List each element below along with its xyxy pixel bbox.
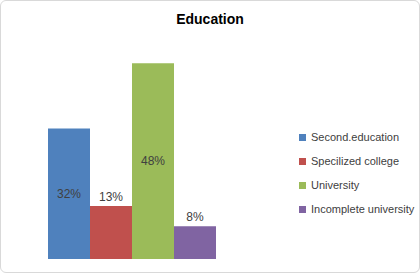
html-text:Education: Education	[176, 11, 244, 27]
svg-text:48%: 48%	[141, 154, 165, 168]
html-text:University: University	[311, 179, 360, 191]
svg-text:8%: 8%	[186, 210, 204, 224]
html-text:Second.education: Second.education	[311, 131, 400, 143]
html-text:Incomplete university: Incomplete university	[311, 203, 415, 215]
svg-text:32%: 32%	[57, 187, 81, 201]
svg-text:13%: 13%	[99, 190, 123, 204]
html-text:Specilized college: Specilized college	[311, 155, 400, 167]
